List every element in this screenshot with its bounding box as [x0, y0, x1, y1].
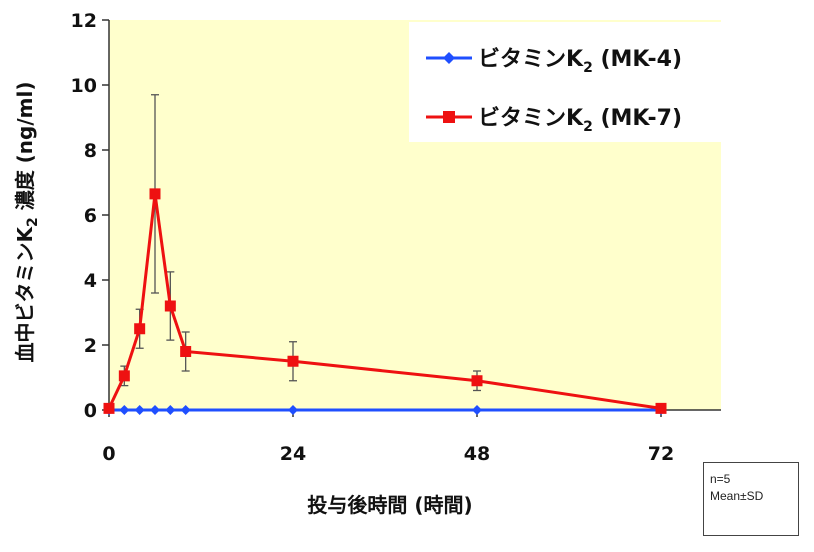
data-point: [472, 405, 482, 415]
data-point: [134, 405, 145, 415]
data-point: [287, 355, 299, 367]
y-tick-label: 12: [71, 10, 97, 32]
data-point: [150, 405, 160, 415]
data-point: [165, 405, 176, 415]
y-tick-label: 4: [84, 270, 97, 292]
data-point: [655, 402, 667, 414]
legend: ビタミンK2 (MK-4) ビタミンK2 (MK-7): [426, 47, 682, 135]
data-point: [180, 346, 192, 357]
legend-label-mk7: ビタミンK2 (MK-7): [478, 106, 682, 135]
data-point: [149, 188, 161, 200]
y-tick-label: 6: [84, 205, 97, 227]
data-point: [118, 370, 130, 382]
sample-note-box: n=5 Mean±SD: [703, 462, 799, 536]
data-point: [134, 323, 146, 335]
data-point: [180, 405, 191, 415]
x-tick-label: 48: [464, 443, 490, 465]
x-axis-title: 投与後時間 (時間): [307, 493, 472, 517]
sample-size-note: n=5: [710, 472, 731, 486]
legend-box: [409, 22, 721, 142]
y-tick-label: 10: [71, 75, 97, 97]
statistic-note: Mean±SD: [710, 489, 764, 503]
data-point: [164, 300, 176, 312]
legend-marker-mk4: [443, 52, 455, 64]
series-0: [104, 405, 666, 415]
x-tick-label: 24: [280, 443, 306, 465]
y-tick-label: 8: [84, 140, 97, 162]
data-point: [103, 402, 115, 414]
data-point: [119, 405, 130, 415]
series-1: [103, 94, 667, 414]
data-point: [288, 405, 298, 415]
data-point: [471, 375, 483, 387]
x-tick-label: 0: [102, 443, 115, 465]
legend-marker-mk7: [443, 111, 455, 123]
y-tick-label: 0: [84, 400, 97, 422]
y-tick-label: 2: [84, 335, 97, 357]
x-tick-label: 72: [648, 443, 674, 465]
legend-label-mk4: ビタミンK2 (MK-4): [478, 47, 682, 76]
y-axis-title: 血中ビタミンK2 濃度 (ng/ml): [13, 81, 41, 362]
